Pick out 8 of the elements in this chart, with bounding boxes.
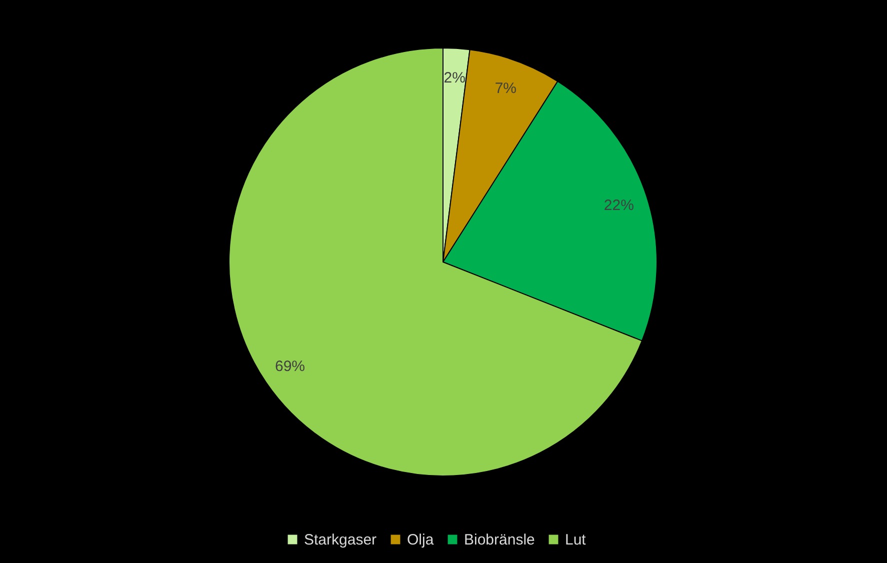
legend-label: Starkgaser [304, 532, 377, 549]
legend-label: Biobränsle [464, 532, 535, 549]
data-label: 22% [604, 196, 634, 214]
data-label: 2% [444, 69, 466, 86]
legend-label: Olja [407, 532, 434, 549]
data-label: 7% [494, 80, 517, 97]
data-label: 69% [274, 358, 306, 375]
legend-label: Lut [565, 532, 587, 549]
